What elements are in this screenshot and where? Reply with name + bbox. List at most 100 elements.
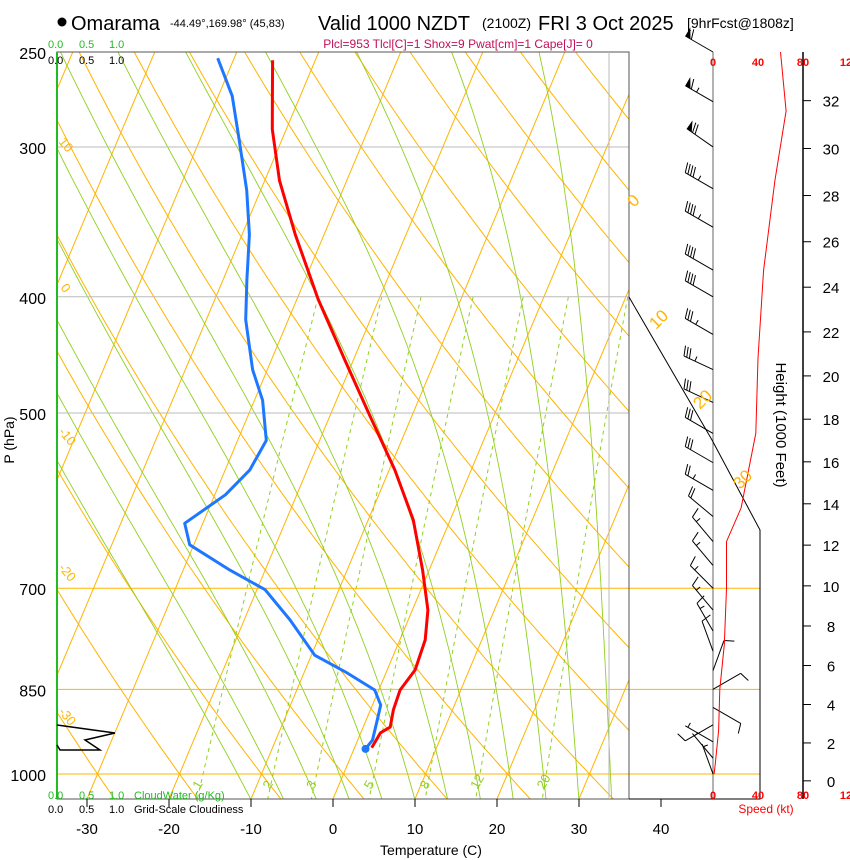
moist-adiabat xyxy=(57,459,252,799)
cloudwater-tick: 0.5 xyxy=(79,790,94,802)
dry-adiabat xyxy=(57,233,448,799)
wind-barb xyxy=(686,120,714,148)
cloudwater-tick: 0.0 xyxy=(48,790,63,802)
wind-barb xyxy=(684,270,714,298)
cloudwater-tick: 1.0 xyxy=(109,790,124,802)
x-tick-label: -20 xyxy=(158,821,180,838)
valid-time: Valid 1000 NZDT xyxy=(318,13,470,35)
pressure-tick-label: 500 xyxy=(19,407,46,424)
barb-half-feather xyxy=(694,732,699,737)
wind-barb xyxy=(684,162,714,190)
barb-half-feather xyxy=(694,356,698,362)
isotherm xyxy=(250,52,566,799)
wind-barb xyxy=(692,576,714,611)
isotherm xyxy=(57,52,238,482)
barb-feather xyxy=(689,439,694,450)
thermo-grid xyxy=(57,52,629,799)
x-tick-label: 10 xyxy=(407,821,424,838)
stability-indices: Plcl=953 Tlcl[C]=1 Shox=9 Pwat[cm]=1 Cap… xyxy=(323,37,593,51)
wind-barb xyxy=(683,345,714,371)
barb-half-feather xyxy=(702,744,708,748)
station-marker-icon xyxy=(57,17,67,27)
wind-barb xyxy=(692,531,714,566)
barb-feather xyxy=(692,275,696,286)
height-tick-label: 18 xyxy=(823,412,840,429)
x-tick-label: -30 xyxy=(76,821,98,838)
mixing-ratio-label: 20 xyxy=(533,771,553,791)
barb-half-feather xyxy=(695,319,699,325)
pressure-tick-label: 700 xyxy=(19,582,46,599)
barb-half-feather xyxy=(695,518,701,523)
barb-staff xyxy=(685,446,714,464)
isotherm xyxy=(86,52,402,799)
height-tick-label: 22 xyxy=(823,325,840,342)
barb-feather xyxy=(737,723,742,734)
barb-feather xyxy=(690,29,695,40)
barb-staff xyxy=(685,172,714,190)
moist-adiabat xyxy=(185,52,481,799)
barb-pennant xyxy=(685,27,691,39)
height-tick-label: 2 xyxy=(827,736,835,753)
height-tick-label: 10 xyxy=(823,579,840,596)
barb-staff xyxy=(685,280,714,298)
dewpoint-line xyxy=(183,57,383,750)
speed-tick: 12 xyxy=(840,57,850,69)
barb-staff xyxy=(712,706,741,724)
x-tick-label: 40 xyxy=(653,821,670,838)
height-tick-label: 30 xyxy=(823,142,840,159)
height-tick-label: 32 xyxy=(823,94,840,111)
surface-dewpoint-marker xyxy=(361,744,370,753)
barb-feather xyxy=(692,205,696,216)
barb-half-feather xyxy=(692,474,697,480)
barb-feather xyxy=(689,410,694,421)
barb-staff xyxy=(685,253,714,271)
dry-adiabat xyxy=(519,52,629,192)
barb-staff xyxy=(692,540,714,566)
x-tick-label: 30 xyxy=(571,821,588,838)
barb-feather xyxy=(684,200,689,212)
height-tick-label: 0 xyxy=(827,774,835,791)
barb-feather xyxy=(701,614,711,622)
barb-feather xyxy=(692,508,699,518)
y-axis-title: P (hPa) xyxy=(1,416,17,463)
wind-barb xyxy=(701,614,714,652)
station-name: Omarama xyxy=(71,13,161,35)
barb-feather xyxy=(689,273,694,284)
cloudwater-tick: 0.0 xyxy=(48,39,63,51)
dry-adiabat xyxy=(244,52,629,568)
mixing-ratio-line xyxy=(475,296,569,799)
station-coords: -44.49°,169.98° (45,83) xyxy=(170,18,285,30)
cloudiness-profile xyxy=(56,724,116,751)
speed-tick: 0 xyxy=(710,790,716,802)
wind-barb xyxy=(712,640,735,671)
height-tick-label: 24 xyxy=(823,280,840,297)
barb-staff xyxy=(685,725,714,743)
barb-feather xyxy=(684,308,689,319)
barb-feather xyxy=(692,531,699,542)
isotherm xyxy=(496,483,629,799)
height-tick-label: 12 xyxy=(823,538,840,555)
mixing-ratio-label: 5 xyxy=(361,778,378,792)
left-line-labels: 10 0 -10 -20 -30 xyxy=(56,134,80,728)
moist-adiabat xyxy=(451,52,580,799)
wind-barb xyxy=(689,556,714,589)
speed-axis-label: Speed (kt) xyxy=(738,802,793,816)
barb-half-feather xyxy=(695,541,701,546)
speed-tick: 80 xyxy=(797,57,809,69)
wind-panel-border xyxy=(628,296,761,800)
wind-speed-profile xyxy=(713,51,787,775)
line-label: 30 xyxy=(729,466,756,493)
moist-adiabat xyxy=(57,392,284,799)
profiles xyxy=(183,57,430,753)
barb-feather xyxy=(683,378,687,390)
barb-staff xyxy=(685,210,714,228)
wind-barbs xyxy=(677,27,749,775)
barb-feather xyxy=(692,248,696,259)
dry-adiabat xyxy=(409,52,629,337)
barb-feather xyxy=(690,488,696,499)
wind-barb xyxy=(684,200,714,228)
pressure-tick-label: 400 xyxy=(19,291,46,308)
barb-feather xyxy=(687,465,691,476)
barb-staff xyxy=(688,495,714,517)
